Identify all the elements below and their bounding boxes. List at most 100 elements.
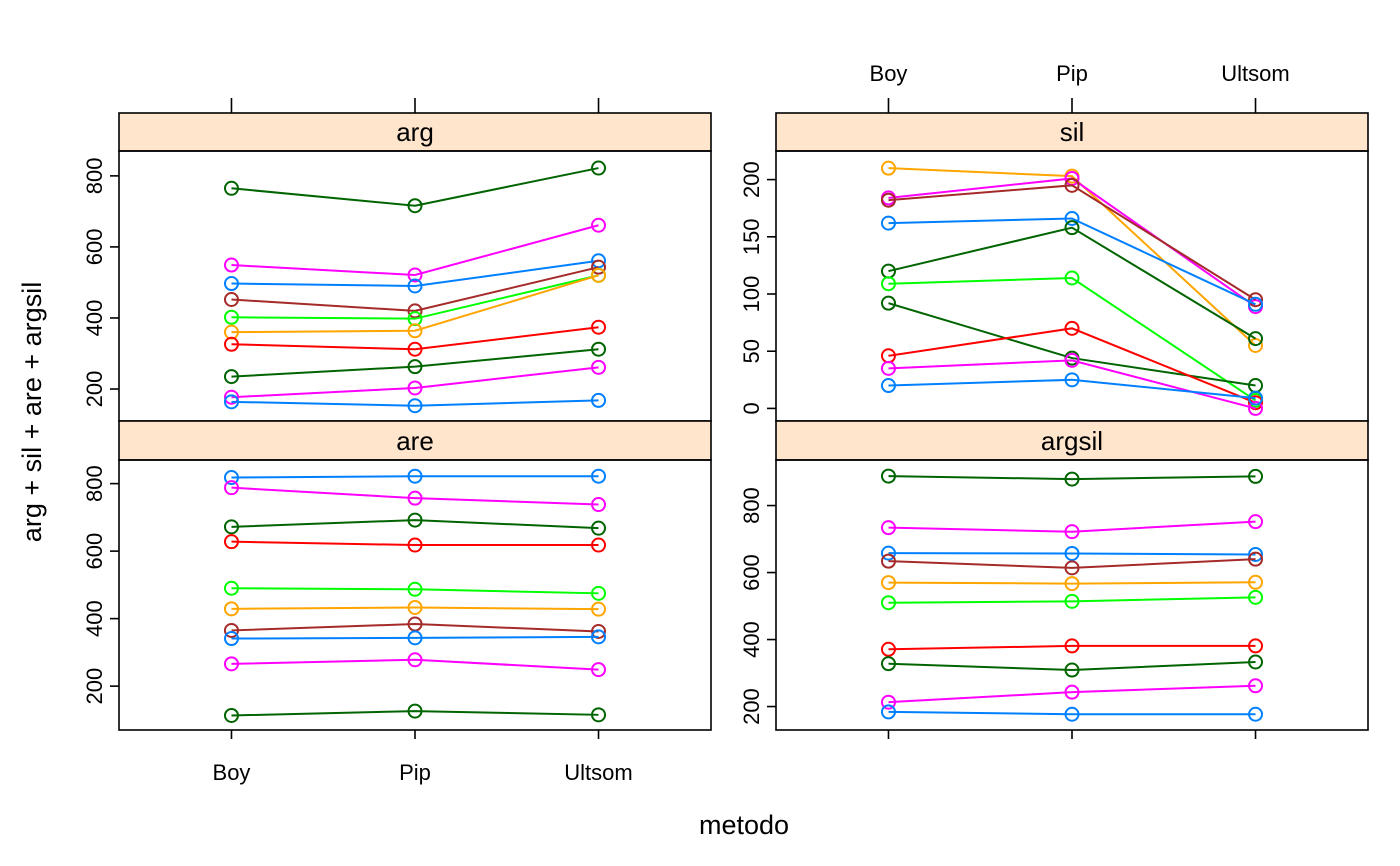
- series-line: [231, 224, 599, 276]
- y-axis-are: 200 400 600 800: [82, 465, 119, 704]
- data-point: [880, 360, 896, 376]
- y-axis-sil: 0 50 100 150 200: [739, 161, 776, 415]
- series-arg-2: [223, 217, 607, 283]
- series-are-10: [223, 703, 607, 723]
- strip-label-arg: arg: [396, 117, 434, 147]
- x-axis-arg: [230, 98, 600, 113]
- y-tick-label: 200: [82, 371, 107, 408]
- y-tick-label: 800: [82, 465, 107, 502]
- panel-are: are 200 400 600 800 Boy Pip Ultsom: [82, 420, 712, 785]
- data-point: [223, 276, 239, 292]
- series-are-7: [223, 616, 607, 639]
- data-point: [1064, 211, 1080, 226]
- y-tick-label: 200: [739, 688, 764, 725]
- strip-label-argsil: argsil: [1041, 426, 1103, 456]
- data-point: [1064, 593, 1080, 609]
- x-tick-label: Ultsom: [564, 760, 632, 785]
- data-point: [407, 380, 423, 396]
- y-tick-label: 200: [739, 161, 764, 198]
- data-point: [591, 392, 607, 408]
- data-point: [1248, 331, 1264, 347]
- series-arg-7: [223, 319, 607, 357]
- data-point: [880, 468, 896, 484]
- series-sil-10: [880, 372, 1264, 406]
- data-point: [880, 295, 896, 311]
- data-point: [407, 512, 423, 528]
- series-sil-1: [880, 160, 1264, 353]
- data-point: [223, 622, 239, 638]
- series-line: [231, 587, 599, 595]
- data-point: [1064, 638, 1080, 654]
- series-line: [231, 635, 599, 640]
- series-line: [231, 274, 599, 334]
- data-point: [591, 497, 607, 513]
- data-point: [1064, 560, 1080, 576]
- series-line: [231, 266, 599, 312]
- data-point: [1064, 177, 1080, 193]
- series-line: [888, 327, 1256, 404]
- x-tick-label: Pip: [1056, 61, 1088, 86]
- y-tick-label: 600: [82, 229, 107, 266]
- series-argsil-2: [880, 514, 1264, 540]
- panel-argsil: argsil 200 400 600 800: [739, 420, 1369, 739]
- data-point: [591, 359, 607, 375]
- data-point: [591, 259, 607, 275]
- series-arg-4: [223, 259, 607, 319]
- data-point: [1064, 684, 1080, 700]
- series-line: [231, 519, 599, 530]
- data-point: [1064, 220, 1080, 236]
- data-point: [407, 303, 423, 319]
- data-point: [1248, 468, 1264, 484]
- data-point: [1248, 706, 1264, 722]
- data-point: [880, 545, 896, 561]
- series-line: [888, 167, 1257, 347]
- data-point: [1064, 320, 1080, 336]
- data-point: [223, 470, 239, 486]
- data-point: [407, 599, 423, 615]
- data-point: [223, 394, 239, 410]
- data-point: [880, 694, 896, 710]
- series-line: [888, 710, 1256, 716]
- panel-sil: sil 0 50 100 150 200 Boy Pip Ultsom: [739, 61, 1369, 422]
- series-are-9: [223, 652, 607, 678]
- data-point: [223, 631, 239, 647]
- strip-are: [118, 420, 712, 461]
- data-point: [1248, 337, 1264, 353]
- data-point: [407, 581, 423, 597]
- data-point: [407, 652, 423, 668]
- data-point: [223, 480, 239, 496]
- series-argsil-9: [880, 678, 1264, 710]
- series-line: [888, 660, 1256, 672]
- data-point: [1248, 546, 1264, 562]
- series-line: [888, 684, 1256, 704]
- data-point: [1248, 296, 1264, 312]
- data-point: [223, 519, 239, 535]
- data-point: [591, 217, 607, 233]
- data-point: [591, 537, 607, 553]
- x-axis-are: Boy Pip Ultsom: [213, 730, 633, 785]
- data-point: [591, 662, 607, 678]
- data-point: [880, 215, 896, 231]
- series-argsil-7: [880, 638, 1264, 657]
- series-line: [888, 644, 1256, 651]
- y-tick-label: 200: [82, 668, 107, 705]
- data-point: [880, 520, 896, 536]
- series-line: [231, 399, 599, 407]
- y-axis-title: arg + sil + are + argsil: [17, 282, 47, 542]
- y-tick-label: 100: [739, 276, 764, 313]
- data-point: [880, 160, 896, 176]
- y-tick-label: 400: [82, 300, 107, 337]
- series-line: [231, 710, 599, 717]
- series-line: [888, 475, 1256, 481]
- data-point: [880, 575, 896, 591]
- strip-label-are: are: [396, 426, 434, 456]
- data-point: [1248, 574, 1264, 590]
- data-point: [407, 490, 423, 506]
- series-sil-2: [880, 170, 1264, 315]
- series-line: [888, 184, 1257, 301]
- data-point: [1248, 514, 1264, 530]
- series-line: [231, 486, 599, 506]
- data-point: [407, 198, 423, 214]
- series-line: [231, 326, 599, 351]
- x-tick-label: Pip: [399, 760, 431, 785]
